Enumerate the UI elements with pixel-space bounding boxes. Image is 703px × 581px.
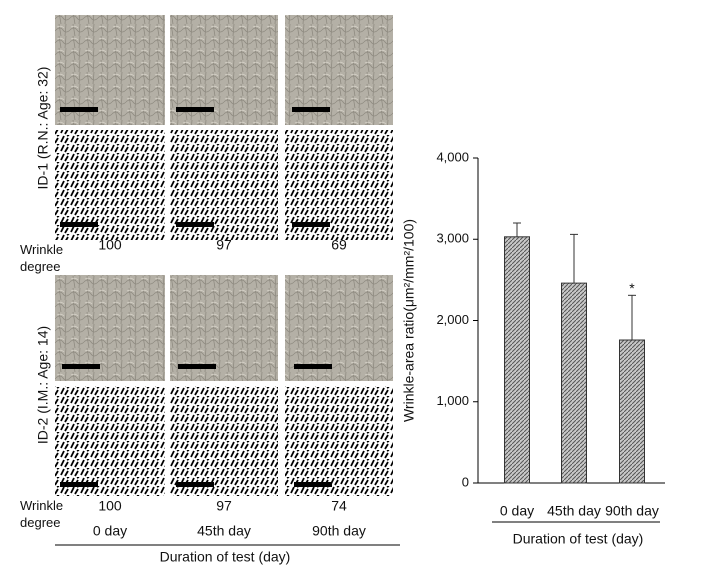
column-label: 90th day — [312, 523, 366, 539]
y-tick-label: 0 — [462, 474, 469, 489]
wrinkle-value: 100 — [98, 237, 122, 253]
panel-x-label: Duration of test (day) — [160, 549, 291, 565]
bar — [504, 236, 530, 484]
skin-photo — [55, 275, 165, 381]
x-tick-label: 0 day — [500, 503, 534, 519]
scale-bars — [60, 107, 332, 487]
skin-photo — [285, 15, 393, 125]
y-tick-label: 4,000 — [436, 149, 469, 164]
binary-image — [55, 130, 165, 240]
bar — [619, 339, 645, 484]
y-tick-label: 1,000 — [436, 393, 469, 408]
y-axis-label: Wrinkle-area ratio(μm²/mm²/100) — [401, 219, 417, 422]
column-label: 0 day — [93, 523, 127, 539]
column-label: 45th day — [197, 523, 251, 539]
x-axis-label: Duration of test (day) — [513, 531, 644, 547]
skin-photo — [170, 15, 278, 125]
row-label: ID-1 (R.N.: Age: 32) — [35, 67, 51, 190]
wrinkle-label: Wrinkle degree — [20, 498, 67, 530]
wrinkle-value: 74 — [331, 498, 347, 514]
binary-image — [170, 386, 278, 496]
row-label: ID-2 (I.M.: Age: 14) — [35, 326, 51, 444]
image-panels — [55, 15, 400, 546]
wrinkle-label: Wrinkle degree — [20, 242, 67, 274]
wrinkle-value: 97 — [216, 498, 232, 514]
wrinkle-value: 97 — [216, 237, 232, 253]
wrinkle-value: 69 — [331, 237, 347, 253]
skin-photo — [285, 275, 393, 381]
binary-image — [285, 386, 393, 496]
annotation: * — [629, 280, 635, 296]
skin-photo — [170, 275, 278, 381]
binary-image — [285, 130, 393, 240]
bar — [561, 282, 587, 484]
skin-photo — [55, 15, 165, 125]
x-tick-label: 90th day — [605, 503, 659, 519]
y-tick-label: 3,000 — [436, 231, 469, 246]
binary-image — [170, 130, 278, 240]
binary-image — [55, 386, 165, 496]
wrinkle-value: 100 — [98, 498, 122, 514]
y-tick-label: 2,000 — [436, 312, 469, 327]
x-tick-label: 45th day — [547, 503, 601, 519]
